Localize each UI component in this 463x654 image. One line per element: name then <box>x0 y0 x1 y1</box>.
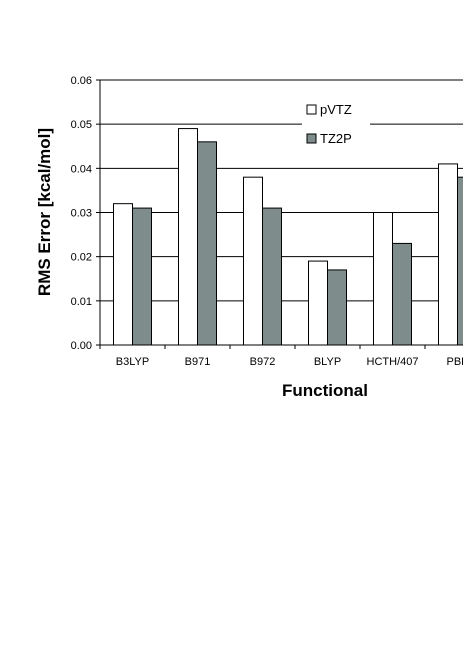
legend: pVTZ TZ2P <box>302 95 370 153</box>
axes <box>96 79 463 349</box>
y-tick-label: 0.06 <box>71 75 92 87</box>
y-tick-label: 0.00 <box>71 340 92 352</box>
legend-swatch-pvtz <box>306 104 317 115</box>
bar-tz2p-hcth-407 <box>392 242 412 346</box>
bar-pvtz-b972 <box>243 176 263 346</box>
bars <box>113 128 463 346</box>
x-tick-label: B3LYP <box>116 356 149 368</box>
y-tick-label: 0.01 <box>71 296 92 308</box>
bar-tz2p-b972 <box>262 207 282 346</box>
bar-tz2p-b971 <box>197 141 217 346</box>
bar-pvtz-blyp <box>308 260 328 346</box>
bar-pvtz-b971 <box>178 128 198 346</box>
bar-tz2p-b3lyp <box>132 207 152 346</box>
legend-label-tz2p: TZ2P <box>320 131 352 146</box>
y-tick-labels: 0.00 0.01 0.02 0.03 0.04 0.05 0.06 <box>71 75 92 352</box>
bar-tz2p-blyp <box>327 269 347 346</box>
x-tick-label: B971 <box>185 356 211 368</box>
x-tick-label: PBE <box>446 356 463 368</box>
x-tick-labels: B3LYP B971 B972 BLYP HCTH/407 PBE <box>116 356 463 368</box>
x-tick-label: HCTH/407 <box>367 356 419 368</box>
bar-pvtz-b3lyp <box>113 203 133 346</box>
y-tick-label: 0.03 <box>71 208 92 220</box>
y-axis-title: RMS Error [kcal/mol] <box>35 128 54 296</box>
bar-pvtz-hcth-407 <box>373 212 393 346</box>
y-tick-label: 0.04 <box>71 163 92 175</box>
x-axis-title: Functional <box>282 381 368 400</box>
y-tick-label: 0.05 <box>71 119 92 131</box>
y-tick-label: 0.02 <box>71 252 92 264</box>
legend-label-pvtz: pVTZ <box>320 102 352 117</box>
legend-swatch-tz2p <box>306 133 317 144</box>
bar-tz2p-pbe <box>457 176 463 346</box>
x-tick-label: B972 <box>250 356 276 368</box>
x-tick-label: BLYP <box>314 356 341 368</box>
bar-pvtz-pbe <box>438 163 458 346</box>
